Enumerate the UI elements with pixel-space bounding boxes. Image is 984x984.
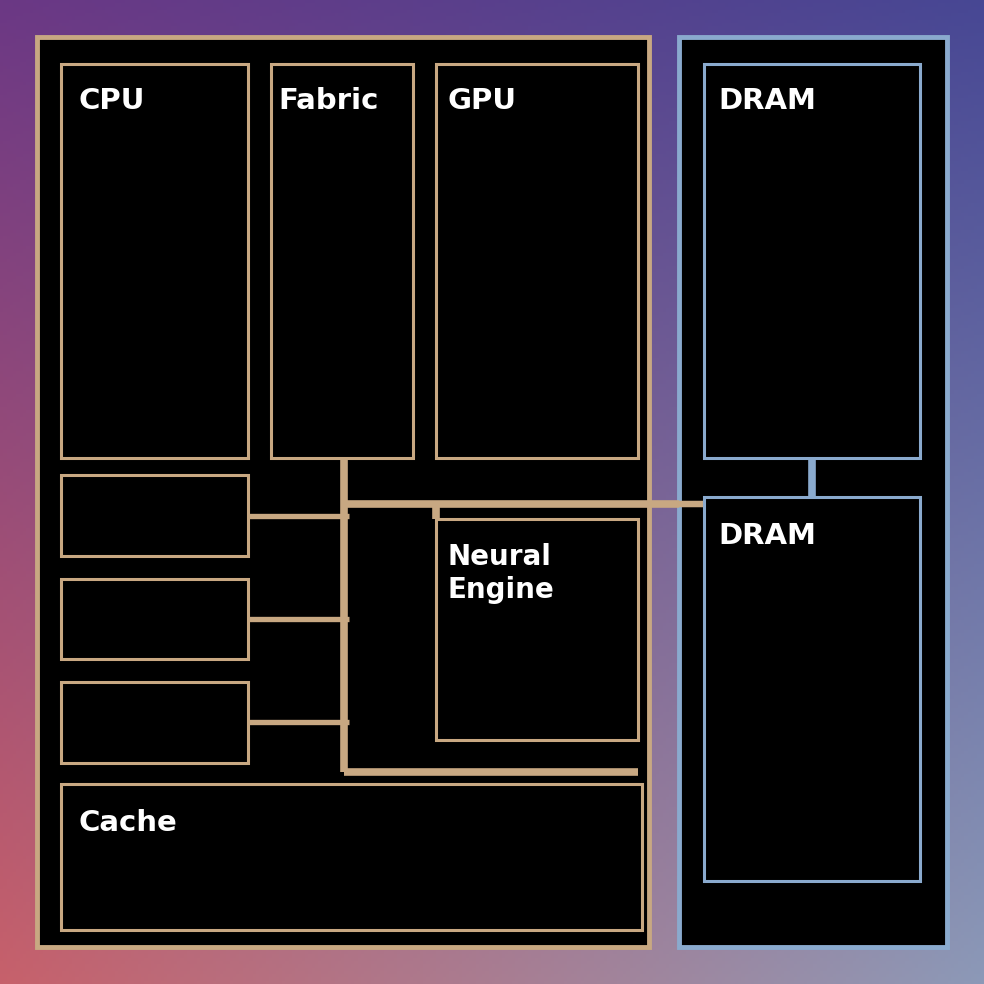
Bar [271, 64, 413, 458]
Bar [61, 682, 248, 763]
Bar [37, 37, 649, 947]
Text: Neural
Engine: Neural Engine [448, 543, 554, 603]
Text: Cache: Cache [79, 809, 177, 836]
Text: DRAM: DRAM [718, 522, 817, 549]
Bar [704, 64, 920, 458]
Text: Fabric: Fabric [278, 87, 379, 114]
Bar [704, 497, 920, 881]
Text: GPU: GPU [448, 87, 517, 114]
Bar [61, 64, 248, 458]
Bar [61, 475, 248, 556]
Bar [436, 64, 638, 458]
Bar [61, 784, 642, 930]
Text: DRAM: DRAM [718, 87, 817, 114]
Bar [679, 37, 947, 947]
Text: CPU: CPU [79, 87, 145, 114]
Bar [436, 519, 638, 740]
Bar [61, 579, 248, 659]
